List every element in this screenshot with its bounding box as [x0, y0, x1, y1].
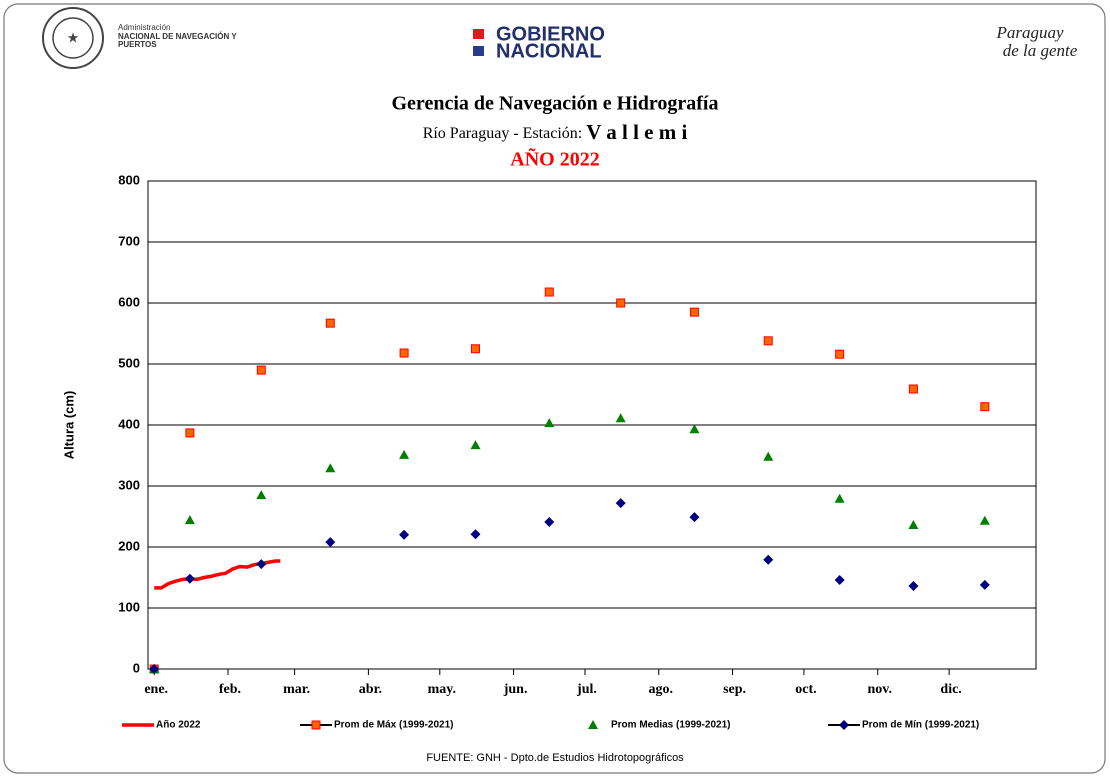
chart-subtitle: Río Paraguay - Estación: V a l l e m i: [423, 120, 688, 144]
gov-text: GOBIERNO: [496, 23, 605, 45]
marker-square: [399, 348, 409, 358]
marker-square: [616, 298, 626, 308]
marker-triangle: [588, 720, 598, 729]
x-tick-label: dic.: [940, 682, 961, 697]
marker-square: [980, 402, 990, 412]
marker-square: [470, 344, 480, 354]
slogan: Paraguay: [995, 23, 1064, 42]
marker-square: [763, 336, 773, 346]
marker-triangle: [256, 490, 267, 500]
y-tick-label: 100: [118, 599, 140, 614]
marker-diamond: [689, 512, 700, 523]
marker-diamond: [325, 537, 336, 548]
year-label: AÑO 2022: [510, 148, 599, 171]
marker-diamond: [763, 554, 774, 565]
marker-diamond: [839, 720, 849, 730]
marker-square: [311, 720, 321, 730]
marker-square: [689, 307, 699, 317]
gov-mark: [473, 46, 484, 56]
marker-triangle: [470, 440, 481, 450]
marker-triangle: [979, 515, 990, 525]
marker-triangle: [689, 424, 700, 434]
station: V a l l e m i: [586, 120, 687, 144]
marker-diamond: [470, 529, 481, 540]
marker-diamond: [908, 581, 919, 592]
x-tick-label: ago.: [649, 682, 674, 697]
x-tick-label: oct.: [795, 682, 816, 697]
seal-star: ★: [67, 30, 80, 46]
source-note: FUENTE: GNH - Dpto.de Estudios Hidrotopo…: [426, 752, 684, 764]
x-tick-label: ene.: [144, 682, 168, 697]
y-tick-label: 800: [118, 172, 140, 187]
y-tick-label: 400: [118, 416, 140, 431]
x-tick-label: nov.: [867, 682, 892, 697]
agency-line: PUERTOS: [118, 40, 157, 49]
chart-title: Gerencia de Navegación e Hidrografía: [392, 93, 719, 115]
gov-text: NACIONAL: [496, 40, 602, 62]
marker-diamond: [979, 579, 990, 590]
marker-triangle: [325, 463, 336, 473]
legend-label: Prom de Máx (1999-2021): [334, 720, 454, 731]
marker-triangle: [399, 449, 410, 459]
x-tick-label: mar.: [283, 682, 310, 697]
marker-diamond: [615, 498, 626, 509]
legend-label: Prom de Mín (1999-2021): [862, 720, 979, 731]
marker-square: [544, 287, 554, 297]
marker-square: [908, 384, 918, 394]
marker-triangle: [184, 515, 195, 525]
y-tick-label: 200: [118, 538, 140, 553]
marker-triangle: [615, 413, 626, 423]
seal-inner: [52, 17, 94, 59]
marker-triangle: [544, 418, 555, 428]
y-tick-label: 0: [133, 660, 140, 675]
x-tick-label: abr.: [359, 682, 382, 697]
y-tick-label: 300: [118, 477, 140, 492]
gov-mark: [473, 29, 484, 39]
slogan: de la gente: [1003, 41, 1078, 60]
x-tick-label: jun.: [503, 682, 528, 697]
marker-diamond: [544, 516, 555, 527]
marker-diamond: [149, 664, 160, 674]
marker-triangle: [834, 493, 845, 503]
marker-diamond: [834, 574, 845, 585]
subtitle-text: Río Paraguay - Estación:: [423, 125, 583, 142]
legend-label: Prom Medias (1999-2021): [611, 720, 731, 731]
marker-diamond: [256, 559, 267, 570]
y-tick-label: 500: [118, 355, 140, 370]
marker-triangle: [908, 520, 919, 530]
x-tick-label: may.: [428, 682, 456, 697]
marker-diamond: [399, 529, 410, 540]
marker-square: [185, 428, 195, 438]
marker-diamond: [184, 573, 195, 584]
marker-square: [256, 365, 266, 375]
agency-line: NACIONAL DE NAVEGACIÓN Y: [118, 32, 237, 41]
x-tick-label: jul.: [576, 682, 597, 697]
y-tick-label: 600: [118, 294, 140, 309]
x-tick-label: sep.: [723, 682, 746, 697]
x-tick-label: feb.: [219, 682, 241, 697]
legend-label: Año 2022: [156, 720, 201, 731]
marker-square: [325, 318, 335, 328]
agency-small: Administración: [118, 23, 170, 32]
marker-triangle: [763, 451, 774, 461]
y-axis-label: Altura (cm): [61, 391, 76, 460]
y-tick-label: 700: [118, 233, 140, 248]
marker-square: [835, 349, 845, 359]
